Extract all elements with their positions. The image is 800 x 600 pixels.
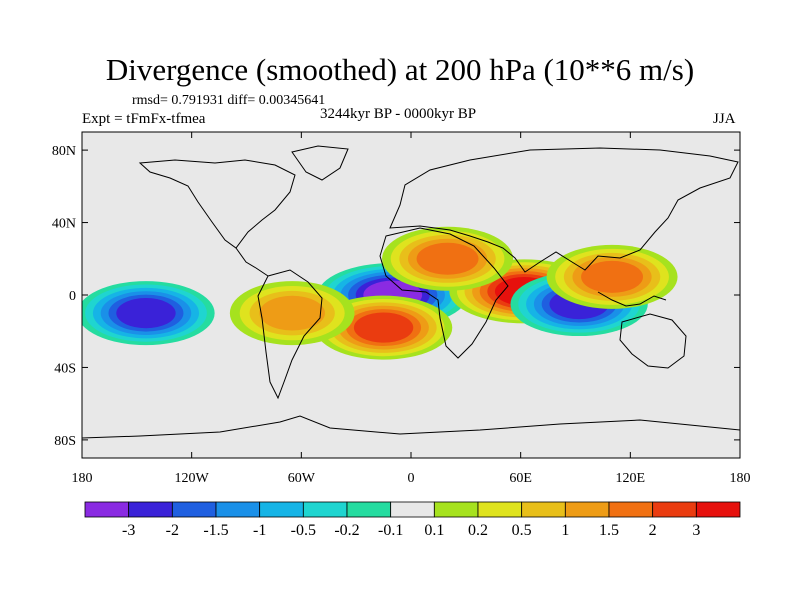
- y-tick-label-1: 40N: [52, 217, 76, 232]
- colorbar-label-1: -2: [166, 522, 179, 539]
- coastline-eurasia: [389, 147, 739, 273]
- period-label: 3244kyr BP - 0000kyr BP: [320, 106, 477, 122]
- colorbar-label-8: 0.2: [468, 522, 488, 539]
- divergence-contour-3-5: [353, 312, 414, 343]
- divergence-field: [82, 226, 678, 360]
- coastlines: [82, 145, 740, 439]
- colorbar-swatch-7: [390, 501, 435, 518]
- coastline-maritime-continent: [597, 291, 667, 307]
- colorbar-swatch-3: [215, 501, 261, 518]
- colorbar-label-4: -0.5: [291, 522, 316, 539]
- colorbar-label-0: -3: [122, 522, 135, 539]
- colorbar-label-13: 3: [692, 522, 700, 539]
- colorbar-swatch-9: [477, 501, 523, 518]
- colorbar-swatch-10: [521, 501, 566, 518]
- colorbar: -3 -2 -1.5 -1 -0.5 -0.2 -0.1 0.1 0.2 0.5 1 1.5 2 3: [84, 501, 741, 539]
- colorbar-label-12: 2: [649, 522, 657, 539]
- colorbar-label-6: -0.1: [378, 522, 403, 539]
- colorbar-swatch-14: [695, 501, 741, 518]
- y-tick-label-2: 0: [69, 289, 76, 304]
- rmsd-diff-stats: rmsd= 0.791931 diff= 0.00345641: [132, 93, 326, 108]
- colorbar-swatch-12: [608, 501, 654, 518]
- coastline-africa: [379, 227, 509, 359]
- colorbar-label-7: 0.1: [424, 522, 444, 539]
- x-tick-label-6: 180: [730, 471, 751, 486]
- colorbar-label-11: 1.5: [599, 522, 619, 539]
- coastline-south-america: [257, 269, 323, 400]
- colorbar-label-2: -1.5: [203, 522, 228, 539]
- y-tick-label-4: 80S: [54, 434, 76, 449]
- chart-title: Divergence (smoothed) at 200 hPa (10**6 …: [105, 52, 695, 87]
- season-label: JJA: [713, 111, 736, 127]
- divergence-contour-6-4: [416, 242, 479, 275]
- coastline-antarctica: [82, 415, 740, 439]
- axes: 180 120W 60W 0 60E 120E 180 80N 40N 0 40S 80S: [52, 132, 751, 486]
- colorbar-swatch-8: [433, 501, 479, 518]
- x-tick-label-1: 120W: [175, 471, 210, 486]
- divergence-contour-4-5: [116, 298, 176, 329]
- colorbar-swatch-2: [171, 501, 217, 518]
- experiment-label: Expt = tFmFx-tfmea: [82, 111, 206, 127]
- x-tick-label-4: 60E: [509, 471, 532, 486]
- divergence-contour-5-4: [581, 260, 644, 293]
- colorbar-swatch-1: [128, 501, 173, 518]
- colorbar-swatch-5: [302, 501, 348, 518]
- x-tick-label-2: 60W: [288, 471, 316, 486]
- colorbar-swatch-4: [259, 501, 304, 518]
- x-tick-label-5: 120E: [616, 471, 646, 486]
- divergence-contour-7-3: [259, 295, 325, 331]
- colorbar-label-9: 0.5: [512, 522, 532, 539]
- colorbar-swatch-13: [652, 501, 697, 518]
- coastline-australia: [619, 313, 687, 369]
- coastline-central-america: [235, 247, 269, 277]
- colorbar-label-3: -1: [253, 522, 266, 539]
- colorbar-label-5: -0.2: [334, 522, 359, 539]
- colorbar-swatch-0: [84, 501, 130, 518]
- x-tick-label-0: 180: [72, 471, 93, 486]
- coastline-greenland: [291, 145, 349, 181]
- y-tick-label-0: 80N: [52, 144, 76, 159]
- y-tick-label-3: 40S: [54, 361, 76, 376]
- x-tick-label-3: 0: [408, 471, 415, 486]
- colorbar-label-10: 1: [561, 522, 569, 539]
- colorbar-swatch-6: [346, 501, 392, 518]
- coastline-north-america: [138, 159, 296, 249]
- colorbar-swatch-11: [564, 501, 610, 518]
